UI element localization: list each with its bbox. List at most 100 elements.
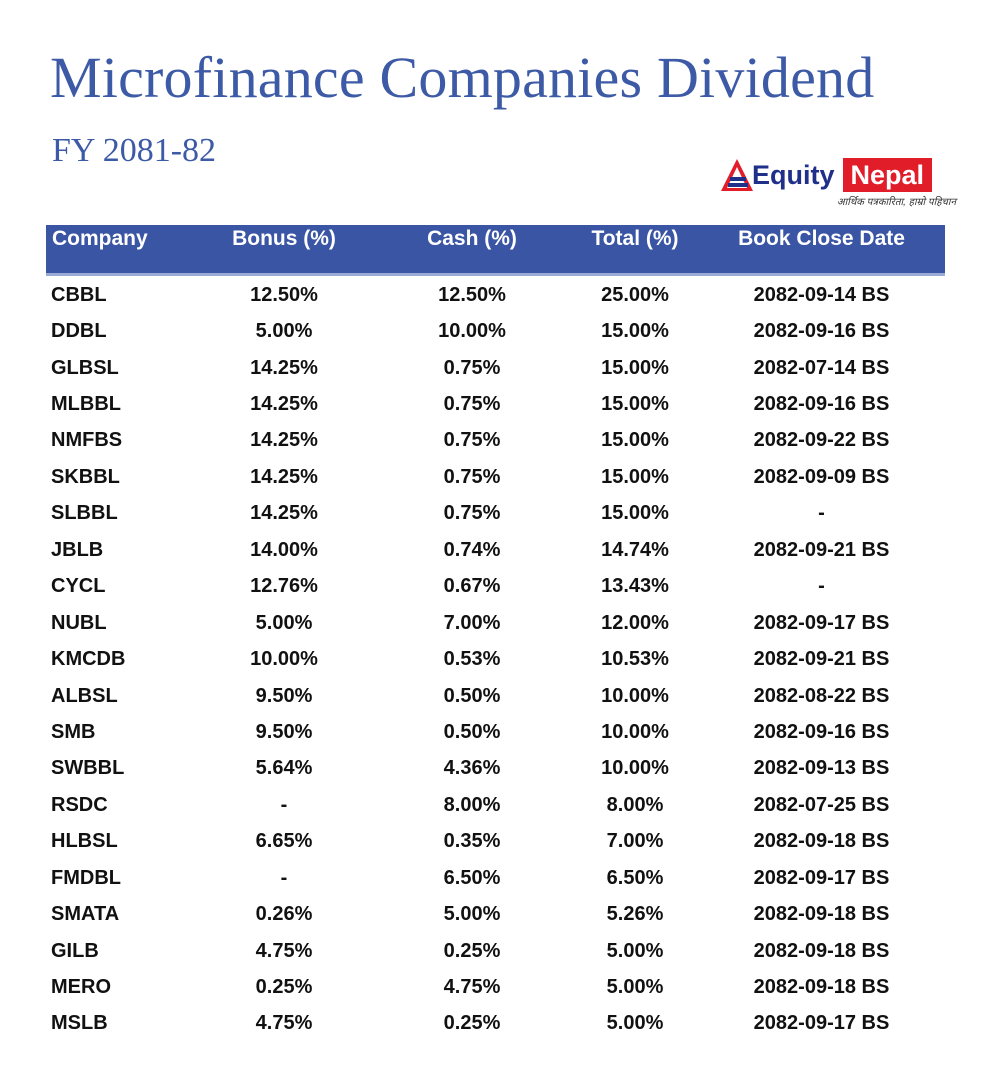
cell-company: ALBSL [51,684,118,707]
cell-company: MLBBL [51,393,121,416]
cell-company: JBLB [51,538,104,561]
logo-tagline: आर्थिक पत्रकारिता, हाम्रो पहिचान [837,197,956,208]
table-row: CYCL 12.76% 0.67% 13.43% - [46,569,945,605]
table-row: HLBSL 6.65% 0.35% 7.00% 2082-09-18 BS [46,824,945,860]
dividend-table: Company Bonus (%) Cash (%) Total (%) Boo… [46,225,945,1042]
cell-total: 5.00% [606,939,664,962]
table-row: RSDC - 8.00% 8.00% 2082-07-25 BS [46,787,945,823]
table-row: SMB 9.50% 0.50% 10.00% 2082-09-16 BS [46,714,945,750]
cell-book-close-date: 2082-09-14 BS [753,283,890,306]
cell-book-close-date: 2082-09-16 BS [753,720,890,743]
cell-cash: 0.25% [443,939,501,962]
logo-word-nepal: Nepal [842,158,933,192]
cell-total: 7.00% [606,830,664,853]
cell-cash: 0.74% [443,538,501,561]
cell-bonus: 14.25% [250,465,318,488]
cell-total: 5.26% [606,903,664,926]
logo-word-equity: Equity [752,159,835,190]
cell-book-close-date: 2082-07-14 BS [753,356,890,379]
cell-bonus: 14.25% [250,502,318,525]
cell-bonus: 14.00% [250,538,318,561]
cell-cash: 0.75% [443,429,501,452]
cell-bonus: 4.75% [255,939,313,962]
cell-cash: 5.00% [443,903,501,926]
table-row: GILB 4.75% 0.25% 5.00% 2082-09-18 BS [46,933,945,969]
cell-book-close-date: - [818,575,825,598]
table-row: NMFBS 14.25% 0.75% 15.00% 2082-09-22 BS [46,423,945,459]
table-row: SMATA 0.26% 5.00% 5.26% 2082-09-18 BS [46,896,945,932]
cell-cash: 0.35% [443,830,501,853]
cell-company: NUBL [51,611,107,634]
cell-cash: 8.00% [443,793,501,816]
cell-company: MSLB [51,1012,108,1035]
cell-company: RSDC [51,793,108,816]
cell-cash: 0.75% [443,502,501,525]
table-row: NUBL 5.00% 7.00% 12.00% 2082-09-17 BS [46,605,945,641]
cell-company: SMB [51,720,96,743]
cell-cash: 10.00% [438,320,506,343]
cell-total: 25.00% [601,283,669,306]
cell-total: 15.00% [601,393,669,416]
cell-cash: 0.75% [443,465,501,488]
cell-cash: 0.50% [443,684,501,707]
cell-book-close-date: 2082-09-22 BS [753,429,890,452]
cell-book-close-date: 2082-09-18 BS [753,903,890,926]
cell-company: KMCDB [51,648,126,671]
cell-total: 8.00% [606,793,664,816]
equity-nepal-logo: Equity Nepal आर्थिक पत्रकारिता, हाम्रो प… [720,156,960,212]
logo-mark-icon [721,159,753,191]
cell-bonus: 9.50% [255,684,313,707]
cell-bonus: 14.25% [250,429,318,452]
cell-cash: 12.50% [438,283,506,306]
header-total: Total (%) [591,227,679,250]
cell-company: DDBL [51,320,107,343]
cell-total: 10.00% [601,684,669,707]
cell-cash: 0.25% [443,1012,501,1035]
cell-book-close-date: 2082-09-17 BS [753,611,890,634]
cell-cash: 0.75% [443,356,501,379]
logo-wordmark: Equity Nepal [750,158,933,192]
cell-company: NMFBS [51,429,123,452]
table-row: MERO 0.25% 4.75% 5.00% 2082-09-18 BS [46,969,945,1005]
cell-cash: 0.75% [443,393,501,416]
header-company: Company [52,227,148,250]
cell-book-close-date: 2082-09-18 BS [753,939,890,962]
cell-company: HLBSL [51,830,118,853]
cell-company: SMATA [51,903,120,926]
cell-total: 6.50% [606,866,664,889]
cell-bonus: 0.25% [255,976,313,999]
cell-bonus: 14.25% [250,356,318,379]
cell-book-close-date: 2082-09-17 BS [753,866,890,889]
cell-cash: 0.50% [443,720,501,743]
table-row: SWBBL 5.64% 4.36% 10.00% 2082-09-13 BS [46,751,945,787]
cell-total: 10.53% [601,648,669,671]
cell-company: MERO [51,976,111,999]
cell-bonus: 14.25% [250,393,318,416]
cell-book-close-date: 2082-09-16 BS [753,393,890,416]
cell-book-close-date: 2082-08-22 BS [753,684,890,707]
cell-total: 12.00% [601,611,669,634]
cell-company: FMDBL [51,866,121,889]
cell-company: CBBL [51,283,107,306]
cell-book-close-date: 2082-07-25 BS [753,793,890,816]
cell-total: 5.00% [606,976,664,999]
cell-company: SWBBL [51,757,125,780]
cell-cash: 7.00% [443,611,501,634]
header-bonus: Bonus (%) [232,227,336,250]
table-row: KMCDB 10.00% 0.53% 10.53% 2082-09-21 BS [46,641,945,677]
table-row: FMDBL - 6.50% 6.50% 2082-09-17 BS [46,860,945,896]
cell-bonus: 5.00% [255,611,313,634]
cell-bonus: 4.75% [255,1012,313,1035]
cell-bonus: - [280,793,288,816]
cell-cash: 0.53% [443,648,501,671]
table-row: ALBSL 9.50% 0.50% 10.00% 2082-08-22 BS [46,678,945,714]
cell-bonus: 5.00% [255,320,313,343]
page-title: Microfinance Companies Dividend [50,45,875,110]
cell-total: 15.00% [601,320,669,343]
cell-bonus: 5.64% [255,757,313,780]
cell-book-close-date: 2082-09-18 BS [753,976,890,999]
table-row: SKBBL 14.25% 0.75% 15.00% 2082-09-09 BS [46,459,945,495]
header-cash: Cash (%) [427,227,517,250]
cell-total: 15.00% [601,429,669,452]
table-row: MSLB 4.75% 0.25% 5.00% 2082-09-17 BS [46,1006,945,1042]
